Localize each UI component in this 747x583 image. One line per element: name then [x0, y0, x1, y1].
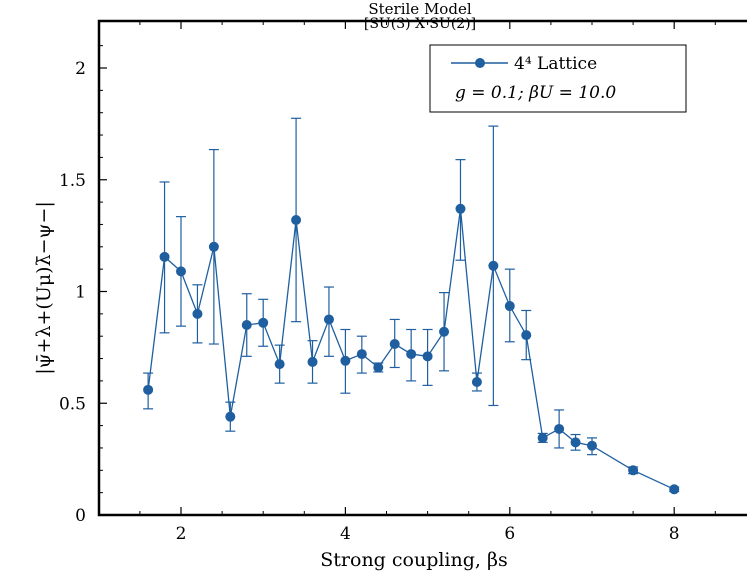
- data-point: [471, 377, 482, 388]
- y-axis-label: |ψ̄+λ+(Uμ)λ̄−ψ−|: [33, 201, 55, 375]
- data-point: [669, 484, 680, 495]
- y-tick-label: 0.5: [59, 394, 86, 414]
- chart-subtitle: [SU(3) X SU(2)]: [364, 16, 476, 32]
- data-point: [307, 356, 318, 367]
- data-point: [323, 314, 334, 325]
- data-point: [389, 339, 400, 350]
- data-point: [554, 423, 565, 434]
- data-point: [504, 301, 515, 312]
- data-point: [488, 260, 499, 271]
- y-tick-label: 0: [75, 506, 86, 526]
- plot-marks: [143, 117, 680, 495]
- x-tick-label: 4: [340, 524, 351, 544]
- legend: 4⁴ Lattice g = 0.1; βU = 10.0: [429, 44, 687, 113]
- data-point: [274, 359, 285, 370]
- data-point: [340, 355, 351, 366]
- legend-note: g = 0.1; βU = 10.0: [455, 83, 616, 103]
- data-point: [356, 349, 367, 360]
- y-tick-label: 1: [75, 283, 86, 303]
- data-point: [143, 384, 154, 395]
- plot-frame: [97, 19, 747, 517]
- data-point: [628, 465, 639, 476]
- legend-series-name: 4⁴ Lattice: [514, 54, 597, 74]
- data-point: [422, 351, 433, 362]
- x-tick-label: 2: [176, 524, 187, 544]
- y-tick-label: 2: [75, 59, 86, 79]
- data-point: [537, 432, 548, 443]
- y-tick-label: 1.5: [59, 171, 86, 191]
- data-point: [225, 411, 236, 422]
- data-point: [455, 203, 466, 214]
- data-point: [241, 320, 252, 331]
- data-point: [406, 349, 417, 360]
- data-point: [159, 251, 170, 262]
- x-axis-label: Strong coupling, βs: [320, 549, 507, 571]
- chart-title: Sterile Model: [368, 0, 471, 18]
- x-tick-label: 6: [504, 524, 515, 544]
- data-point: [192, 308, 203, 319]
- y-ticks: 0 0.5 1 1.5 2: [59, 45, 107, 526]
- data-point: [258, 317, 269, 328]
- data-point: [176, 266, 186, 277]
- data-point: [373, 362, 384, 373]
- data-point: [570, 437, 581, 448]
- legend-box: [429, 44, 687, 113]
- data-point: [291, 214, 302, 225]
- data-point: [521, 330, 532, 341]
- data-point: [208, 241, 219, 252]
- x-tick-label: 8: [669, 524, 680, 544]
- data-point: [439, 326, 450, 337]
- legend-marker: [475, 58, 485, 68]
- data-point: [587, 440, 597, 451]
